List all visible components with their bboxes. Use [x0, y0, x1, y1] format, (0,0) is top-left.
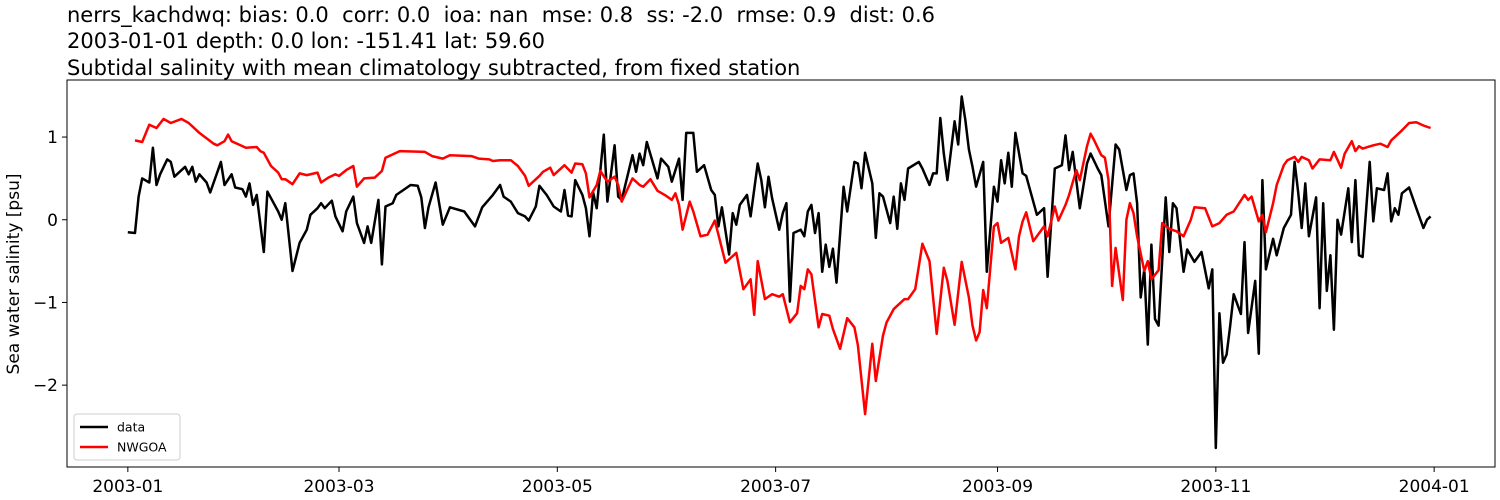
- legend-box: [73, 413, 181, 461]
- x-axis: 2003-01 2003-03 2003-05 2003-07 2003-09 2003-…: [92, 467, 1470, 497]
- title-line-description: Subtidal salinity with mean climatology …: [67, 56, 800, 80]
- x-tick-label: 2003-01: [92, 477, 163, 497]
- y-axis: 1 0 −1 −2: [33, 128, 67, 396]
- series-line-nwgoa: [134, 117, 1432, 416]
- title-line-location: 2003-01-01 depth: 0.0 lon: -151.41 lat: …: [67, 29, 545, 53]
- series-layer: [127, 95, 1432, 450]
- legend-label-nwgoa: NWGOA: [117, 440, 167, 455]
- x-tick-label: 2003-05: [522, 477, 593, 497]
- legend-label-data: data: [117, 420, 145, 435]
- x-tick-label: 2003-03: [303, 477, 374, 497]
- y-tick-label: 0: [47, 211, 58, 231]
- axes-frame: [66, 79, 1496, 468]
- x-tick-label: 2003-11: [1180, 477, 1251, 497]
- series-line-data: [127, 95, 1432, 450]
- x-tick-label: 2004-01: [1399, 477, 1470, 497]
- y-tick-label: −2: [33, 376, 58, 396]
- legend: data NWGOA: [73, 413, 181, 461]
- y-tick-label: 1: [47, 128, 58, 148]
- y-tick-label: −1: [33, 293, 58, 313]
- y-axis-label: Sea water salinity [psu]: [4, 174, 24, 375]
- plot-area: [66, 79, 1496, 468]
- x-tick-label: 2003-07: [740, 477, 811, 497]
- title-line-stats: nerrs_kachdwq: bias: 0.0 corr: 0.0 ioa: …: [67, 3, 935, 28]
- x-tick-label: 2003-09: [962, 477, 1033, 497]
